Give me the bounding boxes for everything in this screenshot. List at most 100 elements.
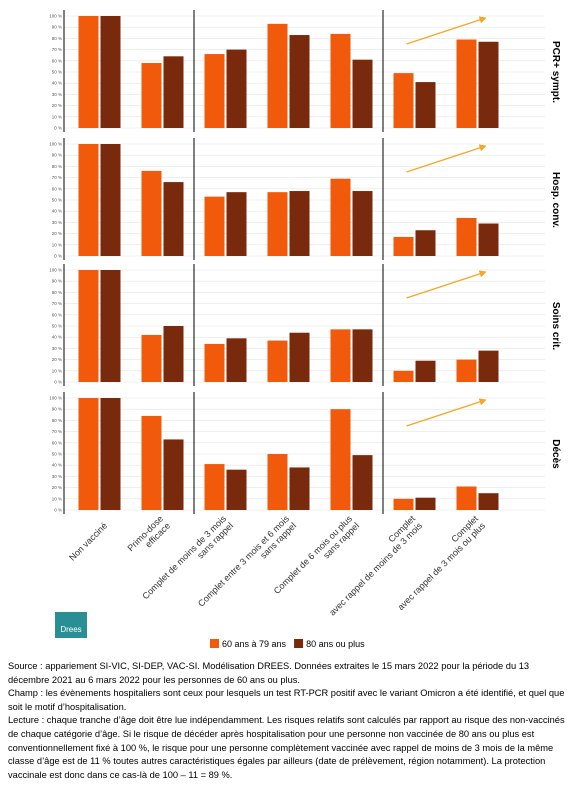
- y-tick-label: 90 %: [52, 25, 62, 30]
- bar: [226, 469, 247, 510]
- bar: [330, 329, 351, 382]
- legend-swatch: [210, 639, 219, 648]
- y-tick-label: 10 %: [52, 242, 62, 247]
- bar: [204, 464, 225, 510]
- y-tick-label: 40 %: [52, 463, 62, 468]
- trend-arrow: [406, 144, 487, 173]
- bar: [267, 23, 288, 129]
- y-tick-label: 0 %: [54, 508, 62, 513]
- y-tick-label: 20 %: [52, 357, 62, 362]
- y-tick-label: 50 %: [52, 70, 62, 75]
- y-tick-label: 80 %: [52, 36, 62, 41]
- y-tick-label: 100 %: [49, 142, 62, 147]
- y-tick-label: 40 %: [52, 209, 62, 214]
- notes: Source : appariement SI-VIC, SI-DEP, VAC…: [8, 660, 568, 782]
- bar: [456, 39, 477, 128]
- y-tick-label: 80 %: [52, 290, 62, 295]
- y-tick-label: 50 %: [52, 198, 62, 203]
- y-tick-label: 80 %: [52, 418, 62, 423]
- y-tick-label: 60 %: [52, 58, 62, 63]
- y-tick-label: 30 %: [52, 92, 62, 97]
- bar: [226, 192, 247, 256]
- bar: [330, 178, 351, 256]
- bar: [415, 497, 436, 510]
- y-tick-label: 60 %: [52, 440, 62, 445]
- bar: [415, 230, 436, 256]
- y-tick-label: 0 %: [54, 254, 62, 259]
- trend-arrow: [406, 270, 487, 299]
- bar: [393, 73, 414, 128]
- y-tick-label: 50 %: [52, 452, 62, 457]
- bar: [204, 343, 225, 382]
- bar: [141, 415, 162, 510]
- y-tick-label: 30 %: [52, 474, 62, 479]
- y-tick-label: 40 %: [52, 81, 62, 86]
- logo: Drees: [60, 625, 81, 634]
- legend-swatch: [294, 639, 304, 648]
- facet-label: Décès: [550, 439, 561, 469]
- bar: [289, 35, 310, 128]
- bar: [330, 409, 351, 510]
- bar: [226, 49, 247, 128]
- facet-label: Soins crit.: [550, 302, 561, 351]
- y-tick-label: 70 %: [52, 47, 62, 52]
- bar: [289, 332, 310, 382]
- bar: [478, 223, 499, 256]
- trend-arrow: [406, 398, 487, 427]
- bar: [352, 59, 373, 128]
- bar: [289, 467, 310, 510]
- bar: [352, 191, 373, 256]
- y-tick-label: 70 %: [52, 429, 62, 434]
- x-tick-label-group: Non vacciné: [67, 521, 109, 563]
- y-tick-label: 20 %: [52, 485, 62, 490]
- y-tick-label: 70 %: [52, 175, 62, 180]
- facet-label: Hosp. conv.: [550, 172, 561, 228]
- bar: [204, 196, 225, 256]
- bar: [163, 182, 184, 256]
- y-tick-label: 100 %: [49, 268, 62, 273]
- note: Champ : les évènements hospitaliers sont…: [8, 688, 565, 712]
- y-tick-label: 100 %: [49, 14, 62, 19]
- y-tick-label: 10 %: [52, 114, 62, 119]
- bar: [226, 338, 247, 382]
- bar: [78, 398, 99, 510]
- note: Source : appariement SI-VIC, SI-DEP, VAC…: [8, 661, 530, 685]
- y-tick-label: 20 %: [52, 103, 62, 108]
- y-tick-label: 50 %: [52, 324, 62, 329]
- bar: [100, 16, 121, 128]
- bar: [393, 236, 414, 256]
- bar: [100, 270, 121, 382]
- bar: [289, 191, 310, 256]
- y-tick-label: 80 %: [52, 164, 62, 169]
- bar: [100, 398, 121, 510]
- bar: [267, 454, 288, 510]
- y-tick-label: 90 %: [52, 153, 62, 158]
- bar: [478, 493, 499, 510]
- bar: [456, 486, 477, 510]
- bar: [393, 370, 414, 382]
- bar: [393, 498, 414, 510]
- chart: Drees 0 % 10 % 20 % 30 % 40 % 50 % 60 % 70 % 80 …: [49, 10, 561, 649]
- bar: [478, 350, 499, 382]
- bar: [415, 360, 436, 382]
- trend-arrow: [406, 16, 487, 45]
- bar: [352, 455, 373, 510]
- bar: [141, 334, 162, 382]
- y-tick-label: 10 %: [52, 368, 62, 373]
- bar: [163, 56, 184, 128]
- y-tick-label: 20 %: [52, 231, 62, 236]
- bar: [141, 63, 162, 128]
- bar: [100, 144, 121, 256]
- y-tick-label: 60 %: [52, 186, 62, 191]
- bar: [267, 340, 288, 382]
- y-tick-label: 10 %: [52, 496, 62, 501]
- y-tick-label: 30 %: [52, 220, 62, 225]
- y-tick-label: 60 %: [52, 312, 62, 317]
- y-tick-label: 40 %: [52, 335, 62, 340]
- logo-box: [55, 612, 87, 638]
- facet-label: PCR+ sympt.: [550, 41, 561, 103]
- bar: [330, 33, 351, 128]
- bar: [78, 270, 99, 382]
- y-tick-label: 0 %: [54, 126, 62, 131]
